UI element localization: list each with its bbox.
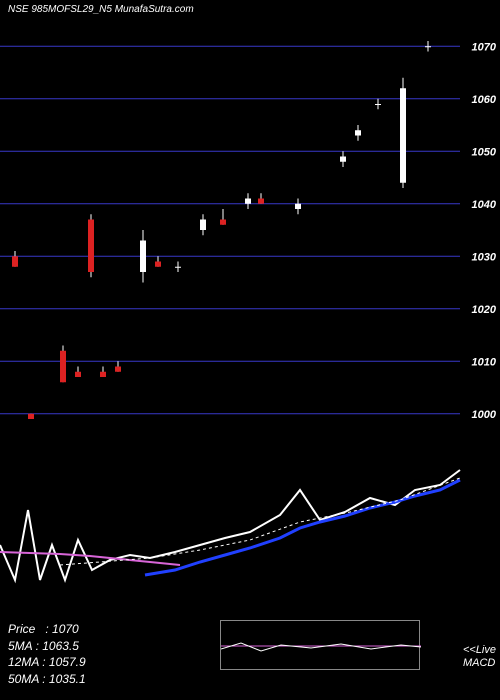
candle-body bbox=[115, 367, 121, 372]
chart-container: NSE 985MOFSL29_N5 MunafaSutra.com 100010… bbox=[0, 0, 500, 700]
macd-inset bbox=[220, 620, 420, 670]
candle-body bbox=[28, 414, 34, 419]
candle-body bbox=[245, 199, 251, 204]
y-axis-label: 1000 bbox=[472, 409, 497, 421]
price-chart-svg: 1000 1010 1020 1030 1040 1050 1060 1070 bbox=[0, 20, 500, 440]
live-label-line2: MACD bbox=[463, 657, 496, 670]
candle-body bbox=[355, 130, 361, 135]
y-axis-label: 1030 bbox=[472, 251, 497, 263]
info-ma12-label: 12MA bbox=[8, 655, 39, 669]
info-ma50-label: 50MA bbox=[8, 672, 39, 686]
info-ma12-value: 1057.9 bbox=[49, 655, 86, 669]
candle-body bbox=[60, 351, 66, 383]
candle-body bbox=[175, 267, 181, 268]
indicator-panel bbox=[0, 450, 500, 630]
candle-body bbox=[340, 157, 346, 162]
info-block: Price : 1070 5MA : 1063.5 12MA : 1057.9 … bbox=[8, 621, 86, 688]
live-label-line1: <<Live bbox=[463, 644, 496, 657]
indicator-line-dotted bbox=[60, 478, 460, 565]
candle-body bbox=[375, 104, 381, 105]
live-macd-label: <<Live MACD bbox=[463, 644, 496, 670]
y-axis-label: 1070 bbox=[472, 41, 497, 53]
candle-body bbox=[220, 220, 226, 225]
macd-inset-svg bbox=[221, 621, 421, 671]
info-price: Price : 1070 bbox=[8, 621, 86, 638]
candle-body bbox=[425, 46, 431, 47]
indicator-line-white bbox=[0, 470, 460, 580]
info-ma50-value: 1035.1 bbox=[49, 672, 86, 686]
info-price-value: 1070 bbox=[52, 622, 79, 636]
candle-body bbox=[88, 220, 94, 273]
y-axis-label: 1010 bbox=[472, 356, 497, 368]
chart-header: NSE 985MOFSL29_N5 MunafaSutra.com bbox=[8, 4, 194, 15]
candle-body bbox=[140, 241, 146, 273]
info-price-label: Price bbox=[8, 622, 35, 636]
candle-body bbox=[155, 262, 161, 267]
info-ma5: 5MA : 1063.5 bbox=[8, 638, 86, 655]
y-axis-label: 1050 bbox=[472, 146, 497, 158]
info-ma50: 50MA : 1035.1 bbox=[8, 671, 86, 688]
y-axis-label: 1020 bbox=[472, 304, 497, 316]
candle-body bbox=[400, 88, 406, 183]
ticker-label: NSE 985MOFSL29_N5 MunafaSutra.com bbox=[8, 4, 194, 15]
info-ma12: 12MA : 1057.9 bbox=[8, 654, 86, 671]
info-ma5-value: 1063.5 bbox=[42, 639, 79, 653]
candle-body bbox=[295, 204, 301, 209]
y-axis-label: 1040 bbox=[472, 199, 497, 211]
candle-body bbox=[258, 199, 264, 204]
price-panel: 1000 1010 1020 1030 1040 1050 1060 1070 bbox=[0, 20, 500, 440]
indicator-chart-svg bbox=[0, 450, 500, 630]
candle-body bbox=[12, 256, 18, 267]
candle-body bbox=[75, 372, 81, 377]
candle-body bbox=[100, 372, 106, 377]
info-ma5-label: 5MA bbox=[8, 639, 32, 653]
candle-body bbox=[200, 220, 206, 231]
y-axis-label: 1060 bbox=[472, 94, 497, 106]
macd-line bbox=[221, 643, 421, 651]
